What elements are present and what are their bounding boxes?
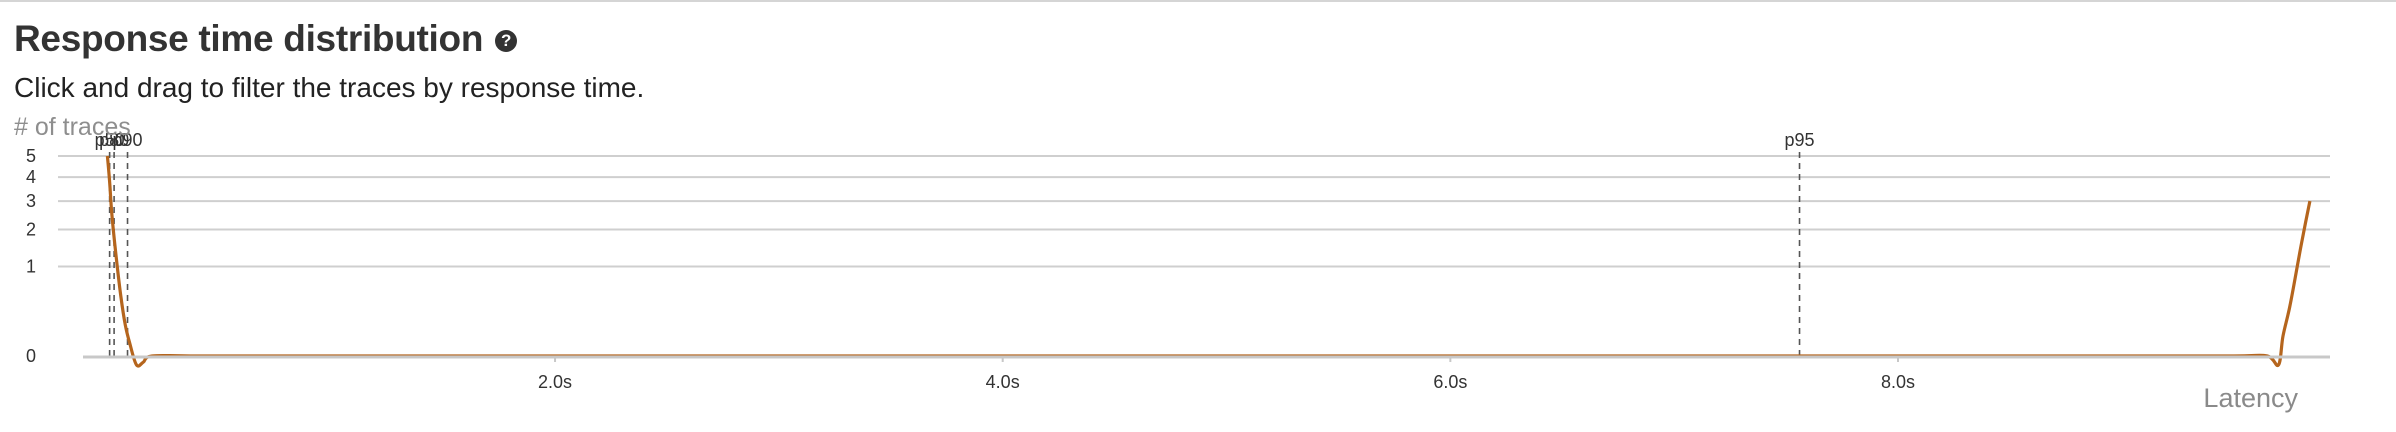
- x-tick-label: 6.0s: [1433, 372, 1467, 392]
- percentile-label-p90: p90: [113, 130, 143, 150]
- y-tick-label: 3: [26, 191, 36, 211]
- percentile-label-p80: p80: [99, 130, 129, 150]
- x-tick-label: 2.0s: [538, 372, 572, 392]
- y-tick-label: 0: [26, 346, 36, 366]
- y-tick-label: 2: [26, 220, 36, 240]
- x-axis-title: Latency: [2203, 383, 2298, 413]
- top-divider: [0, 0, 2396, 6]
- series-line: [105, 155, 2312, 368]
- x-tick-labels: 2.0s 4.0s 6.0s 8.0s: [538, 372, 1915, 392]
- x-tick-label: 4.0s: [986, 372, 1020, 392]
- percentile-label-p50: p50: [95, 130, 125, 150]
- y-axis-title: # of traces: [14, 113, 131, 141]
- panel-title: Response time distribution: [14, 18, 484, 59]
- y-tick-label: 5: [26, 146, 36, 166]
- question-circle-icon[interactable]: ?: [495, 30, 518, 52]
- y-tick-label: 1: [26, 257, 36, 277]
- x-tick-label: 8.0s: [1881, 372, 1915, 392]
- panel-header: Response time distribution ?: [14, 18, 518, 60]
- panel-subtitle: Click and drag to filter the traces by r…: [14, 72, 645, 103]
- y-tick-label: 4: [26, 167, 36, 187]
- y-tick-labels: 0 1 2 3 45: [26, 146, 36, 366]
- percentile-label-p95: p95: [1785, 130, 1815, 150]
- grid-lines: [58, 155, 2330, 362]
